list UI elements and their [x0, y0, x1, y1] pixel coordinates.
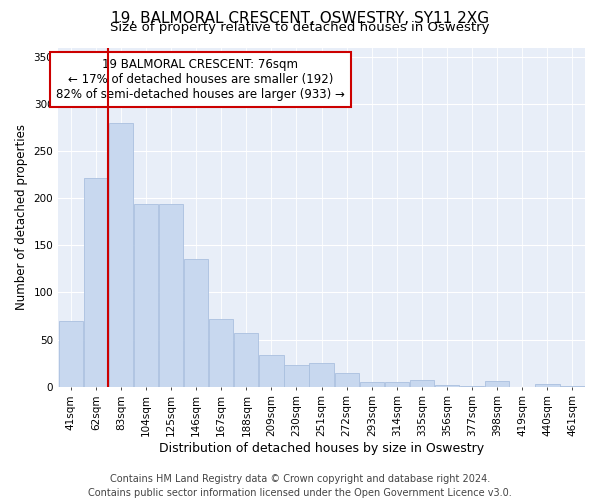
Text: Contains HM Land Registry data © Crown copyright and database right 2024.
Contai: Contains HM Land Registry data © Crown c…	[88, 474, 512, 498]
Bar	[410, 380, 434, 386]
Text: 19, BALMORAL CRESCENT, OSWESTRY, SY11 2XG: 19, BALMORAL CRESCENT, OSWESTRY, SY11 2X…	[111, 11, 489, 26]
Bar	[335, 372, 359, 386]
Bar	[59, 320, 83, 386]
Bar	[385, 382, 409, 386]
Bar	[284, 365, 308, 386]
Bar	[259, 354, 284, 386]
Bar	[234, 333, 259, 386]
X-axis label: Distribution of detached houses by size in Oswestry: Distribution of detached houses by size …	[159, 442, 484, 455]
Bar	[310, 363, 334, 386]
Bar	[109, 123, 133, 386]
Y-axis label: Number of detached properties: Number of detached properties	[15, 124, 28, 310]
Bar	[184, 260, 208, 386]
Bar	[485, 381, 509, 386]
Text: 19 BALMORAL CRESCENT: 76sqm
← 17% of detached houses are smaller (192)
82% of se: 19 BALMORAL CRESCENT: 76sqm ← 17% of det…	[56, 58, 345, 100]
Text: Size of property relative to detached houses in Oswestry: Size of property relative to detached ho…	[110, 22, 490, 35]
Bar	[209, 319, 233, 386]
Bar	[159, 204, 183, 386]
Bar	[359, 382, 384, 386]
Bar	[435, 385, 459, 386]
Bar	[134, 204, 158, 386]
Bar	[83, 178, 108, 386]
Bar	[535, 384, 560, 386]
